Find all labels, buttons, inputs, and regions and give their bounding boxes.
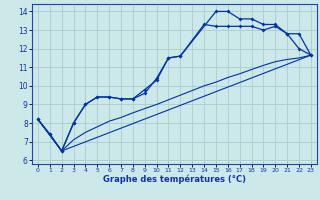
X-axis label: Graphe des températures (°C): Graphe des températures (°C) [103, 175, 246, 184]
